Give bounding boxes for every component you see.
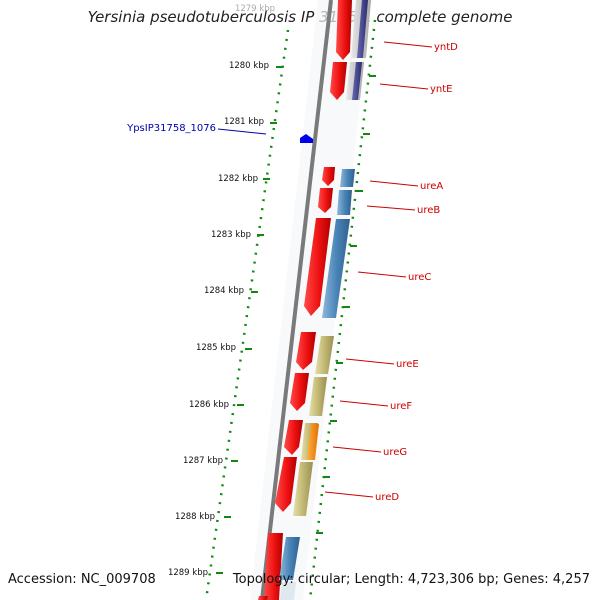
blue-bar <box>337 190 352 215</box>
scale-label: 1285 kbp <box>196 343 236 353</box>
olive-bar <box>315 336 334 374</box>
cds-arrow[interactable] <box>290 373 309 411</box>
map-title: Yersinia pseudotuberculosis IP 31758, co… <box>87 8 513 26</box>
scale-label: 1287 kbp <box>183 456 223 466</box>
orange-bar <box>307 424 319 460</box>
navy-bar <box>357 0 368 58</box>
gene-leaders <box>324 41 433 498</box>
scale-label: 1281 kbp <box>224 117 264 127</box>
scale-label: 1289 kbp <box>168 568 208 578</box>
navy-bar <box>352 62 362 100</box>
scale-tick <box>263 178 270 180</box>
olive-bar <box>309 377 327 416</box>
scale-label: 1280 kbp <box>229 61 269 71</box>
inner-ring-ticks <box>316 75 376 534</box>
scale-tick <box>270 122 277 124</box>
gene-label-ureB[interactable]: ureB <box>417 205 440 216</box>
feature-bars <box>279 0 371 600</box>
gene-label-ureF[interactable]: ureF <box>390 401 412 412</box>
accession-text: Accession: NC_009708 <box>8 572 156 587</box>
scale-label: 1284 kbp <box>204 286 244 296</box>
scale-tick <box>237 404 244 406</box>
feature-label[interactable]: YpsIP31758_1076 <box>126 123 216 134</box>
misc-feature-marker[interactable] <box>300 134 313 143</box>
scale-label: 1282 kbp <box>218 174 258 184</box>
cds-arrow[interactable] <box>318 188 333 213</box>
scale-label: 1283 kbp <box>211 230 251 240</box>
cds-arrow[interactable] <box>336 0 352 60</box>
genome-backbone <box>260 0 333 600</box>
gene-label-ureG[interactable]: ureG <box>383 447 407 458</box>
scale-label: 1279 kbp <box>235 4 275 14</box>
scale-label: 1286 kbp <box>189 400 229 410</box>
scale-tick <box>231 460 238 462</box>
cds-arrow[interactable] <box>258 596 268 600</box>
scale-tick <box>257 234 264 236</box>
cds-arrow[interactable] <box>264 533 283 600</box>
gene-labels: yntD yntE ureA ureB ureC ureE ureF ureG … <box>375 42 458 503</box>
scale-label: 1288 kbp <box>175 512 215 522</box>
scale-tick <box>224 516 231 518</box>
cds-arrow[interactable] <box>304 218 331 316</box>
scale-tick <box>276 66 283 68</box>
cds-arrow[interactable] <box>296 332 316 370</box>
grey-bar <box>280 582 296 600</box>
cds-arrow[interactable] <box>275 457 297 512</box>
gene-label-ureE[interactable]: ureE <box>396 359 419 370</box>
scale-tick <box>251 291 258 293</box>
scale-tick <box>245 348 252 350</box>
blue-bar <box>322 219 350 318</box>
feature-leader <box>217 128 267 135</box>
blue-bar <box>279 537 300 580</box>
scale-ticks: 1279 kbp 1280 kbp 1281 kbp 1282 kbp 1283… <box>168 4 283 578</box>
gene-label-yntE[interactable]: yntE <box>430 84 453 95</box>
cds-arrow[interactable] <box>322 167 335 186</box>
cds-arrow[interactable] <box>284 420 303 455</box>
gene-label-ureD[interactable]: ureD <box>375 492 399 503</box>
topology-text: Topology: circular; Length: 4,723,306 bp… <box>232 572 590 587</box>
scale-tick <box>216 572 223 574</box>
gene-label-ureA[interactable]: ureA <box>420 181 443 192</box>
olive-bar <box>293 462 313 516</box>
cds-arrow[interactable] <box>330 62 347 100</box>
gene-label-yntD[interactable]: yntD <box>434 42 458 53</box>
gene-label-ureC[interactable]: ureC <box>408 272 431 283</box>
cds-track <box>258 0 352 600</box>
inner-dotted-ring <box>308 19 377 600</box>
blue-bar <box>340 169 355 187</box>
